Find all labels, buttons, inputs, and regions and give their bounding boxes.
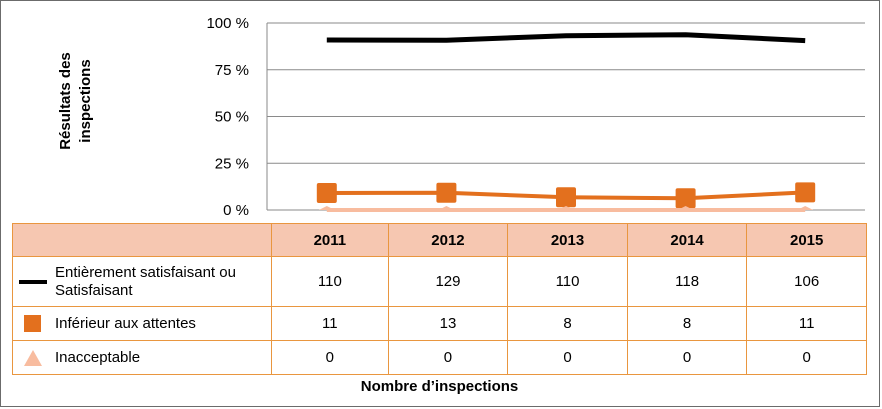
y-tick-label: 75 % — [215, 62, 249, 79]
series-line-0 — [326, 32, 806, 44]
category-header: 2013 — [507, 223, 628, 257]
y-tick-label: 0 % — [223, 202, 249, 219]
legend-cell: Entièrement satisfaisant ou Satisfaisant — [12, 256, 272, 307]
black-line-legend-icon — [19, 272, 47, 292]
count-cell: 129 — [387, 256, 509, 307]
table-corner-cell — [12, 223, 272, 257]
data-point-square — [316, 182, 337, 203]
series-name: Inférieur aux attentes — [55, 315, 196, 332]
y-axis-label: Résultats des inspections — [57, 52, 94, 150]
count-cell: 0 — [387, 340, 509, 375]
count-cell: 11 — [271, 306, 389, 341]
count-cell: 8 — [507, 306, 628, 341]
table-row-series-0: Entièrement satisfaisant ou Satisfaisant… — [12, 256, 867, 307]
count-cell: 0 — [626, 340, 748, 375]
data-point-triangle — [318, 206, 335, 210]
count-cell: 118 — [626, 256, 748, 307]
legend-cell: Inférieur aux attentes — [12, 306, 272, 341]
series-name: Inacceptable — [55, 349, 141, 366]
category-header: 2015 — [746, 223, 867, 257]
category-header: 2012 — [387, 223, 509, 257]
orange-square-legend-icon — [19, 314, 47, 334]
y-tick-label: 100 % — [206, 15, 249, 32]
y-tick-label: 50 % — [215, 109, 249, 126]
legend-cell: Inacceptable — [12, 340, 272, 375]
line-chart: 0 % 25 % 50 % 75 % 100 % — [206, 15, 865, 219]
data-table: 2011 2012 2013 2014 2015 Entièrement sat… — [12, 223, 867, 375]
data-point-triangle — [797, 206, 814, 210]
table-row-series-1: Inférieur aux attentes 11 13 8 8 11 — [12, 306, 867, 341]
data-point-square — [675, 188, 696, 209]
table-row-series-2: Inacceptable 0 0 0 0 0 — [12, 340, 867, 375]
data-point-triangle — [558, 206, 574, 210]
data-point-square — [436, 182, 457, 203]
category-header: 2014 — [626, 223, 748, 257]
data-point-triangle — [677, 206, 694, 210]
triangle-legend-icon — [19, 348, 47, 368]
count-cell: 0 — [746, 340, 867, 375]
count-cell: 110 — [271, 256, 389, 307]
y-axis-label-wrap: Résultats des inspections — [41, 52, 111, 171]
series-name: Entièrement satisfaisant ou Satisfaisant — [55, 263, 236, 299]
count-cell: 110 — [507, 256, 628, 307]
count-cell: 0 — [271, 340, 389, 375]
data-point-triangle — [438, 206, 455, 210]
y-tick-label: 25 % — [215, 155, 249, 172]
data-point-square — [556, 187, 576, 208]
x-axis-title: Nombre d’inspections — [360, 378, 519, 395]
count-cell: 106 — [746, 256, 867, 307]
data-point-square — [795, 182, 816, 203]
category-header: 2011 — [271, 223, 389, 257]
count-cell: 0 — [507, 340, 628, 375]
count-cell: 8 — [626, 306, 748, 341]
count-cell: 11 — [746, 306, 867, 341]
count-cell: 13 — [387, 306, 509, 341]
table-header-row: 2011 2012 2013 2014 2015 — [12, 223, 867, 257]
